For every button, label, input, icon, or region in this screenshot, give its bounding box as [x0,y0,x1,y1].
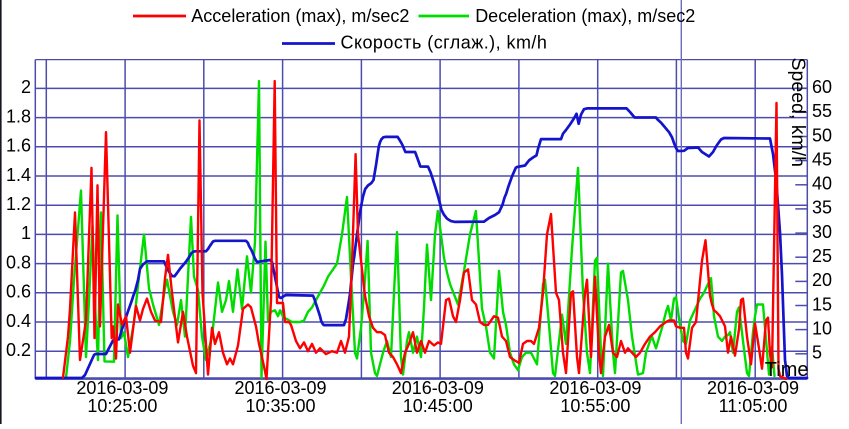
svg-text:2016-03-09: 2016-03-09 [392,378,484,398]
svg-text:35: 35 [812,198,832,218]
svg-text:2016-03-09: 2016-03-09 [707,378,799,398]
svg-text:20: 20 [812,270,832,290]
svg-text:2016-03-09: 2016-03-09 [549,378,641,398]
svg-text:1.4: 1.4 [6,165,31,185]
svg-text:0.6: 0.6 [6,282,31,302]
svg-text:30: 30 [812,222,832,242]
svg-text:5: 5 [812,343,822,363]
svg-text:2016-03-09: 2016-03-09 [76,378,168,398]
svg-text:1.2: 1.2 [6,194,31,214]
svg-text:1.8: 1.8 [6,106,31,126]
svg-text:55: 55 [812,101,832,121]
svg-text:0.8: 0.8 [6,252,31,272]
svg-text:1: 1 [21,223,31,243]
svg-text:Скорость (сглаж.), km/h: Скорость (сглаж.), km/h [341,33,548,53]
svg-text:10:55:00: 10:55:00 [560,396,630,416]
svg-text:15: 15 [812,294,832,314]
svg-text:10:25:00: 10:25:00 [87,396,157,416]
svg-text:0.4: 0.4 [6,311,31,331]
svg-text:40: 40 [812,174,832,194]
svg-text:60: 60 [812,77,832,97]
svg-text:10:35:00: 10:35:00 [245,396,315,416]
svg-text:Time: Time [765,359,809,381]
svg-text:45: 45 [812,149,832,169]
svg-text:Speed, km/h: Speed, km/h [787,58,809,167]
svg-text:11:05:00: 11:05:00 [719,396,788,416]
svg-text:Acceleration (max), m/sec2: Acceleration (max), m/sec2 [191,6,409,26]
svg-text:0.2: 0.2 [6,340,31,360]
svg-text:10:45:00: 10:45:00 [403,396,473,416]
svg-text:Deceleration (max), m/sec2: Deceleration (max), m/sec2 [475,6,695,26]
svg-text:2016-03-09: 2016-03-09 [234,378,326,398]
svg-text:25: 25 [812,246,832,266]
svg-text:50: 50 [812,125,832,145]
svg-text:1.6: 1.6 [6,136,31,156]
svg-text:10: 10 [812,318,832,338]
svg-text:2: 2 [21,77,31,97]
